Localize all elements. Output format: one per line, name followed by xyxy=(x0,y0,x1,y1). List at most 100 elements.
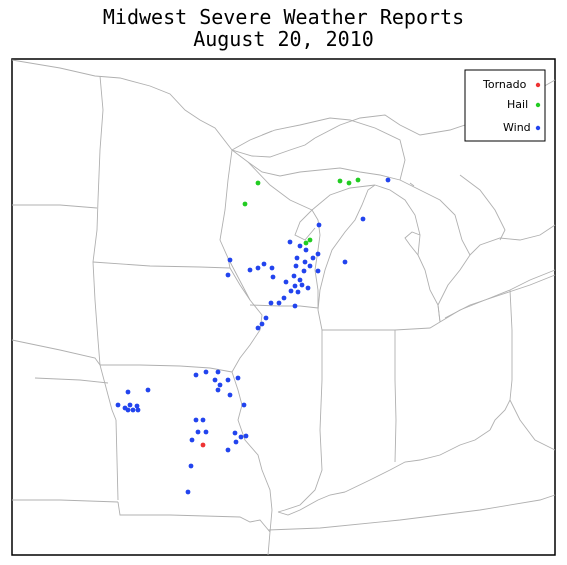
wind-report-marker xyxy=(297,277,303,283)
wind-report-marker xyxy=(307,263,313,269)
wind-report-marker xyxy=(261,261,267,267)
missouri-river xyxy=(99,364,117,421)
wind-report-marker xyxy=(188,463,194,469)
wind-report-marker xyxy=(203,369,209,375)
michigan-lp-west xyxy=(317,184,376,331)
il-in-border xyxy=(277,330,323,513)
wind-report-marker xyxy=(135,407,141,413)
title-line-1: Midwest Severe Weather Reports xyxy=(102,5,465,29)
wind-report-marker xyxy=(217,382,223,388)
wi-interior xyxy=(227,257,251,301)
wind-report-marker xyxy=(243,433,249,439)
lake-erie-north xyxy=(444,274,556,319)
wind-report-marker xyxy=(316,222,322,228)
wind-report-marker xyxy=(301,268,307,274)
green-bay xyxy=(294,209,316,241)
wind-report-marker xyxy=(215,369,221,375)
mn-ia-border xyxy=(92,261,231,269)
wind-report-marker xyxy=(225,272,231,278)
hail-report-marker xyxy=(307,237,313,243)
wind-report-marker xyxy=(115,402,121,408)
map-title: Midwest Severe Weather Reports August 20… xyxy=(0,6,567,50)
wind-report-marker xyxy=(241,402,247,408)
wind-report-marker xyxy=(227,257,233,263)
hail-report-marker xyxy=(303,240,309,246)
canada-border xyxy=(11,59,316,158)
wind-report-marker xyxy=(263,315,269,321)
wind-report-marker xyxy=(189,437,195,443)
wind-report-marker xyxy=(315,268,321,274)
title-line-2: August 20, 2010 xyxy=(193,27,374,51)
wind-report-marker xyxy=(305,285,311,291)
wind-report-marker xyxy=(130,407,136,413)
saginaw-bay xyxy=(404,231,421,256)
wind-report-marker xyxy=(225,377,231,383)
wind-report-marker xyxy=(238,434,244,440)
in-oh-border xyxy=(394,330,397,463)
wind-report-marker xyxy=(360,216,366,222)
wind-report-marker xyxy=(193,417,199,423)
oh-pa-border xyxy=(509,289,513,401)
wind-report-marker xyxy=(145,387,151,393)
hail-report-marker xyxy=(346,180,352,186)
lake-michigan-west xyxy=(311,209,321,308)
hail-report-marker xyxy=(242,201,248,207)
wind-report-marker xyxy=(288,288,294,294)
sd-mn-border xyxy=(92,261,101,366)
wi-up-border xyxy=(247,161,313,211)
wind-report-marker xyxy=(185,489,191,495)
wind-report-marker xyxy=(270,274,276,280)
wind-report-marker xyxy=(292,303,298,309)
up-south-shore xyxy=(311,184,376,211)
ks-mo-border xyxy=(115,419,119,501)
legend-box xyxy=(464,69,546,142)
nd-mn-border xyxy=(92,75,104,263)
wi-il-border xyxy=(249,304,319,309)
small-island xyxy=(409,182,415,187)
wind-report-marker xyxy=(268,300,274,306)
ohio-river-in xyxy=(344,429,491,493)
wind-report-marker xyxy=(292,283,298,289)
georgian-bay xyxy=(469,224,556,256)
legend-label-wind: Wind xyxy=(503,121,531,134)
lake-huron xyxy=(399,179,471,323)
report-points xyxy=(115,177,391,495)
michigan-lp-east xyxy=(374,184,441,323)
wind-report-marker xyxy=(227,392,233,398)
wind-report-marker xyxy=(233,439,239,445)
wind-report-marker xyxy=(127,402,133,408)
ky-tn-border xyxy=(267,494,556,531)
wind-report-marker xyxy=(195,429,201,435)
wind-report-marker xyxy=(269,265,275,271)
legend-swatch-tornado xyxy=(535,82,541,88)
wind-report-marker xyxy=(283,279,289,285)
wind-report-marker xyxy=(247,267,253,273)
wind-report-marker xyxy=(255,325,261,331)
hail-report-marker xyxy=(255,180,261,186)
wind-report-marker xyxy=(215,387,221,393)
isle-royale xyxy=(261,130,273,136)
wind-report-marker xyxy=(291,273,297,279)
wind-report-marker xyxy=(310,255,316,261)
legend-swatch-hail xyxy=(535,102,541,108)
tornado-report-marker xyxy=(200,442,206,448)
wind-report-marker xyxy=(200,417,206,423)
hail-report-marker xyxy=(355,177,361,183)
legend-swatch-wind xyxy=(535,125,541,131)
wind-report-marker xyxy=(295,289,301,295)
legend-label-hail: Hail xyxy=(507,98,528,111)
wind-report-marker xyxy=(255,265,261,271)
wind-report-marker xyxy=(303,247,309,253)
wind-report-marker xyxy=(293,263,299,269)
wind-report-marker xyxy=(125,407,131,413)
wv-border xyxy=(509,399,556,451)
map-frame xyxy=(11,58,556,556)
legend-label-tornado: Tornado xyxy=(482,78,527,91)
huron-east xyxy=(459,174,506,241)
ia-mo-border xyxy=(100,364,233,373)
wind-report-marker xyxy=(276,300,282,306)
legend: Tornado Hail Wind xyxy=(464,69,546,142)
wind-report-marker xyxy=(203,429,209,435)
wind-report-marker xyxy=(134,403,140,409)
nd-sd-border xyxy=(12,204,98,209)
